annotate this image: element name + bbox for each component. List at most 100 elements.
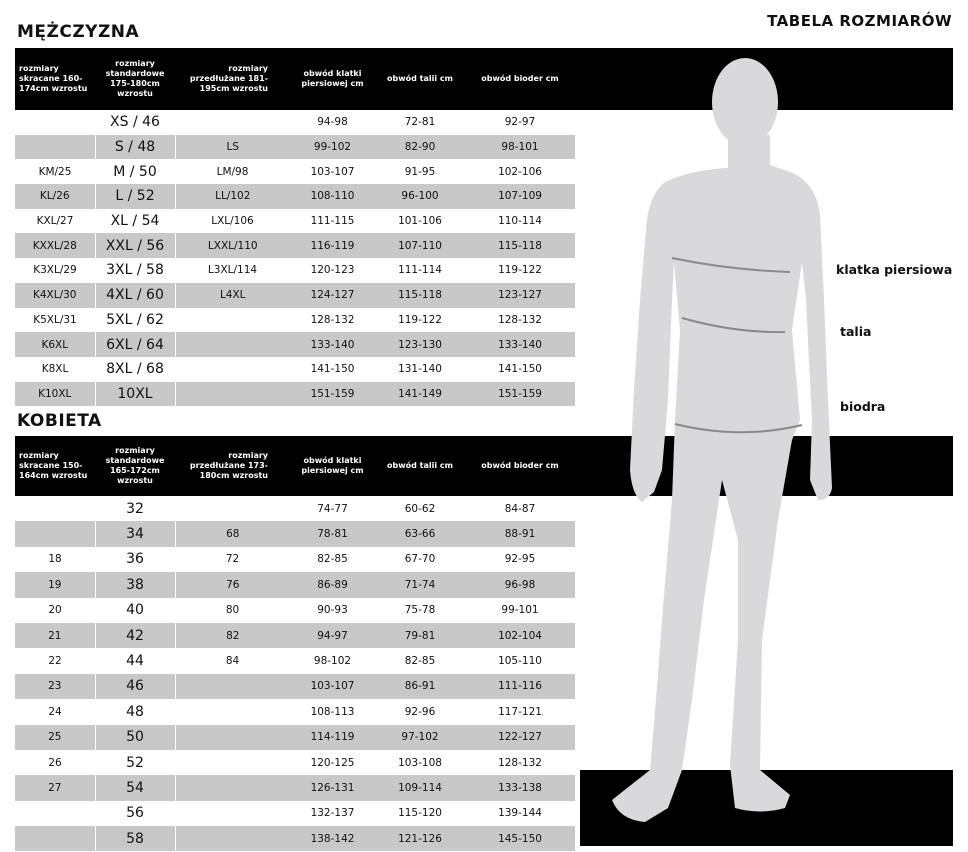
column-header: rozmiary przedłużane 173-180cm wzrostu [189, 451, 268, 480]
table-cell: 80 [225, 604, 240, 617]
table-cell: K10XL [15, 381, 95, 407]
table-cell: 42 [94, 622, 175, 649]
men-title: MĘŻCZYZNA [17, 22, 140, 42]
table-cell: K8XL [41, 363, 69, 376]
table-cell: 108-110 [290, 184, 375, 209]
table-cell: 50 [94, 724, 175, 750]
table-cell: XXL / 56 [94, 233, 175, 259]
table-cell: 82-85 [404, 655, 436, 668]
table-cell: 103-107 [310, 165, 355, 178]
table-row: 25 50 114-119 97-102 122-127 [15, 724, 575, 750]
table-cell: 151-159 [465, 381, 575, 407]
table-cell: 10XL [94, 381, 175, 407]
column-header: rozmiary skracane 160-174cm wzrostu [19, 64, 88, 93]
table-row: XS / 46 94-98 72-81 92-97 [15, 110, 575, 135]
table-cell: LL/102 [174, 184, 290, 209]
table-cell: 96-100 [375, 184, 465, 209]
column-header: obwód klatki piersiowej cm [301, 456, 364, 475]
table-cell: 110-114 [498, 215, 542, 228]
table-cell: 133-138 [465, 775, 575, 801]
table-cell: 94-97 [290, 622, 375, 649]
table-cell: L / 52 [94, 184, 175, 209]
table-cell: 82-90 [375, 134, 465, 160]
table-cell [15, 521, 95, 547]
table-cell: 18 [48, 553, 62, 566]
table-cell [15, 826, 95, 852]
table-cell: 82 [174, 622, 290, 649]
table-cell: 82-85 [317, 553, 348, 566]
table-cell: 25 [15, 724, 95, 750]
table-cell: 133-140 [465, 332, 575, 357]
table-cell: KL/26 [15, 184, 95, 209]
table-row: KL/26 L / 52 LL/102 108-110 96-100 107-109 [15, 184, 575, 209]
table-cell: 94-98 [317, 116, 348, 129]
table-cell: K6XL [15, 332, 95, 357]
figure-head [712, 58, 778, 146]
table-cell: 96-98 [465, 572, 575, 598]
column-header: rozmiary skracane 150-164cm wzrostu [19, 451, 88, 480]
table-cell: 132-137 [310, 807, 355, 820]
table-cell: L4XL [174, 282, 290, 308]
table-cell: 107-109 [465, 184, 575, 209]
table-cell: 88-91 [465, 521, 575, 547]
hips-line [674, 423, 803, 434]
table-cell: 128-132 [498, 756, 542, 769]
table-cell: 92-96 [404, 705, 436, 718]
table-cell: 92-95 [504, 553, 536, 566]
table-cell: 99-102 [290, 134, 375, 160]
table-cell: 111-115 [310, 215, 355, 228]
table-row: 58 138-142 121-126 145-150 [15, 826, 575, 852]
table-cell: 56 [126, 805, 144, 822]
column-header: rozmiary przedłużane 181-195cm wzrostu [189, 64, 268, 93]
table-cell: 23 [15, 673, 95, 700]
table-cell: 141-150 [498, 363, 542, 376]
table-cell: 101-106 [398, 215, 442, 228]
table-cell: 4XL / 60 [94, 282, 175, 308]
table-cell: 38 [94, 572, 175, 598]
table-cell: 114-119 [290, 724, 375, 750]
table-cell: 86-89 [290, 572, 375, 598]
table-cell: 72 [225, 553, 240, 566]
table-cell: 6XL / 64 [94, 332, 175, 357]
table-row: K4XL/30 4XL / 60 L4XL 124-127 115-118 123-127 [15, 282, 575, 308]
table-cell: 27 [15, 775, 95, 801]
column-header: obwód bioder cm [481, 74, 559, 83]
table-row: 27 54 126-131 109-114 133-138 [15, 775, 575, 801]
table-cell: 5XL / 62 [106, 311, 164, 328]
table-cell: 20 [48, 604, 62, 617]
table-cell: 74-77 [317, 502, 348, 515]
table-row: 24 48 108-113 92-96 117-121 [15, 699, 575, 724]
table-row: 34 68 78-81 63-66 88-91 [15, 521, 575, 547]
table-cell: 109-114 [375, 775, 465, 801]
table-cell: 108-113 [310, 705, 355, 718]
table-cell [15, 134, 95, 160]
table-cell [174, 673, 290, 700]
table-cell: 48 [126, 703, 144, 720]
table-cell: 107-110 [375, 233, 465, 259]
header-row: rozmiary skracane 150-164cm wzrostu rozmi… [15, 436, 575, 496]
table-cell: KXXL/28 [15, 233, 95, 259]
table-cell: 124-127 [290, 282, 375, 308]
table-row: 56 132-137 115-120 139-144 [15, 801, 575, 826]
table-cell: 44 [126, 653, 144, 670]
table-cell: 111-114 [398, 264, 442, 277]
table-cell: 40 [126, 602, 144, 619]
table-cell: 19 [15, 572, 95, 598]
table-cell: 58 [94, 826, 175, 852]
table-row: K10XL 10XL 151-159 141-149 151-159 [15, 381, 575, 407]
table-cell: 68 [174, 521, 290, 547]
table-cell: 133-140 [290, 332, 375, 357]
table-cell: 67-70 [404, 553, 436, 566]
table-cell: 115-118 [465, 233, 575, 259]
column-header: obwód klatki piersiowej cm [301, 69, 364, 88]
table-cell: 120-125 [310, 756, 355, 769]
table-cell: 141-150 [310, 363, 355, 376]
women-size-table: rozmiary skracane 150-164cm wzrostu rozmi… [15, 436, 576, 852]
table-cell: 115-120 [398, 807, 442, 820]
table-cell: 78-81 [290, 521, 375, 547]
table-cell: 111-116 [465, 673, 575, 700]
waist-line [681, 317, 786, 334]
table-cell: 98-102 [313, 655, 352, 668]
table-cell: 123-130 [375, 332, 465, 357]
table-cell: 32 [126, 500, 144, 517]
